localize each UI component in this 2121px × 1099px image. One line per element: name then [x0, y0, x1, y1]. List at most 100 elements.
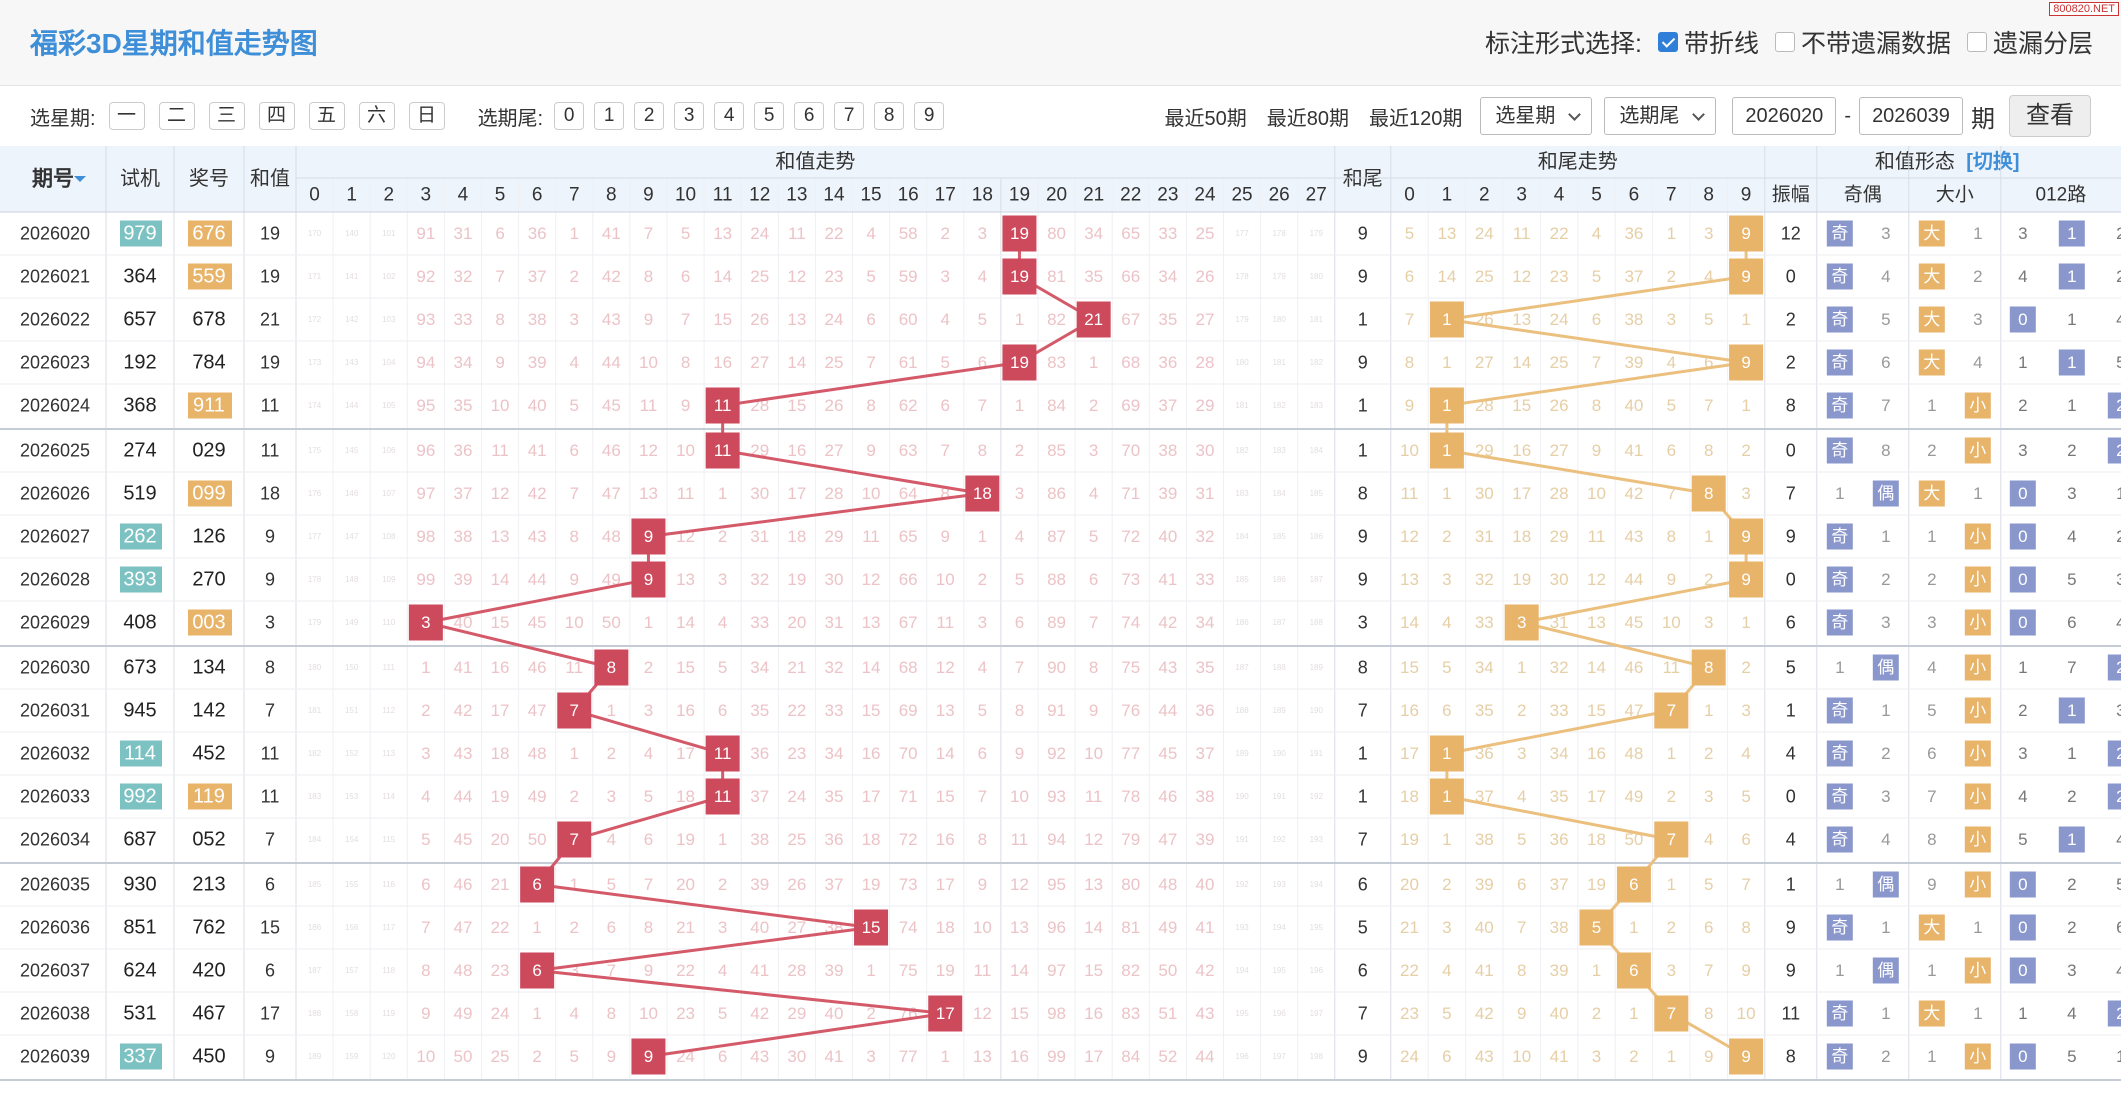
tail-select[interactable]: 选期尾 [1604, 97, 1717, 135]
tail-button[interactable]: 4 [714, 102, 745, 130]
view-button[interactable]: 查看 [2009, 95, 2091, 137]
omit-cell: 23 [676, 1004, 695, 1023]
omit-cell: 98 [416, 527, 435, 546]
weekday-button[interactable]: 五 [308, 102, 345, 130]
omit-cell: 196 [1235, 1052, 1249, 1061]
tail-button[interactable]: 6 [794, 102, 825, 130]
prize-cell: 052 [192, 829, 225, 851]
tail-button[interactable]: 9 [914, 102, 945, 130]
small-value: 小 [1969, 744, 1986, 763]
omit-cell: 197 [1272, 1052, 1286, 1061]
omit-cell: 181 [1272, 358, 1286, 367]
sum-cell: 9 [265, 570, 275, 590]
omit-cell: 11 [565, 658, 583, 677]
omit-cell: 25 [1195, 224, 1214, 243]
omit-cell: 26 [787, 875, 806, 894]
omit-cell: 196 [1310, 966, 1324, 975]
omit-cell: 35 [1195, 658, 1214, 677]
omit-cell: 3 [644, 701, 653, 720]
omission-layer-checkbox[interactable] [1966, 32, 1987, 52]
odd-badge [1826, 263, 1853, 290]
tail-omit-cell: 5 [1667, 396, 1676, 415]
recent-120-link[interactable]: 最近120期 [1368, 107, 1463, 130]
small-value: 小 [1969, 875, 1986, 894]
tail-omit-cell: 10 [1512, 1047, 1531, 1066]
omit-cell: 33 [1158, 224, 1177, 243]
tail-omit-cell: 22 [1550, 224, 1569, 243]
mod3-value: 2 [2116, 1004, 2121, 1023]
mod3-value: 0 [2018, 1047, 2027, 1066]
tail-button[interactable]: 3 [674, 102, 705, 130]
tail-cell: 8 [1358, 658, 1368, 678]
omit-cell: 29 [750, 441, 769, 460]
weekday-button[interactable]: 日 [408, 102, 445, 130]
amp-cell: 7 [1786, 484, 1796, 504]
small-value: 小 [1969, 441, 1986, 460]
omission-layer-option-label[interactable]: 遗漏分层 [1992, 30, 2093, 58]
tail-omit-cell: 12 [1512, 267, 1531, 286]
mod3-value: 1 [2067, 830, 2076, 849]
tail-omit-cell: 7 [1704, 396, 1713, 415]
tail-button[interactable]: 5 [754, 102, 785, 130]
odd-badge [1826, 437, 1853, 464]
omit-cell: 6 [866, 310, 875, 329]
weekday-button[interactable]: 三 [208, 102, 245, 130]
tail-button[interactable]: 0 [554, 102, 585, 130]
omit-cell: 18 [936, 918, 955, 937]
switch-link[interactable]: [切换] [1966, 149, 2019, 173]
omit-cell: 43 [453, 744, 472, 763]
prize-cell: 213 [192, 874, 225, 896]
even-badge [1872, 480, 1899, 507]
page-title: 福彩3D星期和值走势图 [30, 28, 318, 59]
no-omission-checkbox[interactable] [1774, 32, 1795, 52]
mod3-omit: 2 [2116, 527, 2121, 546]
odd-value: 奇 [1831, 441, 1848, 460]
omit-cell: 1 [570, 744, 579, 763]
prize-cell: 911 [193, 395, 225, 417]
issue-to-input[interactable]: 2026039 [1859, 97, 1963, 135]
omit-cell: 175 [308, 446, 322, 455]
mod3-omit: 4 [2067, 1004, 2076, 1023]
amp-cell: 4 [1786, 830, 1796, 850]
recent-80-link[interactable]: 最近80期 [1266, 107, 1349, 130]
omit-cell: 35 [453, 396, 472, 415]
small-value: 小 [1969, 658, 1986, 677]
omit-cell: 30 [1195, 441, 1214, 460]
omit-cell: 81 [1121, 918, 1140, 937]
mod3-value: 1 [2067, 267, 2076, 286]
omit-cell: 32 [453, 267, 472, 286]
prize-cell: 099 [192, 483, 225, 505]
weekday-button[interactable]: 一 [108, 102, 145, 130]
weekday-button[interactable]: 六 [358, 102, 395, 130]
omit-cell: 12 [639, 441, 658, 460]
weekday-button[interactable]: 四 [258, 102, 295, 130]
omit-cell: 148 [345, 575, 359, 584]
weekday-select[interactable]: 选星期 [1480, 97, 1593, 135]
omit-cell: 76 [1121, 701, 1140, 720]
omit-cell: 68 [899, 658, 918, 677]
odd-value: 奇 [1831, 353, 1848, 372]
omit-cell: 68 [1121, 353, 1140, 372]
even-omit: 1 [1881, 918, 1890, 937]
issue-from-input[interactable]: 2026020 [1732, 97, 1837, 135]
big-value: 大 [1923, 1004, 1940, 1023]
big-small-header: 大小 [1936, 184, 1974, 206]
polyline-checkbox[interactable] [1657, 32, 1678, 52]
big-badge [1918, 349, 1945, 376]
odd-value: 奇 [1831, 570, 1848, 589]
omit-cell: 36 [750, 744, 769, 763]
tail-button[interactable]: 1 [594, 102, 625, 130]
tail-button[interactable]: 8 [874, 102, 905, 130]
omit-cell: 184 [1310, 446, 1324, 455]
omit-cell: 14 [862, 658, 881, 677]
recent-50-link[interactable]: 最近50期 [1164, 107, 1247, 130]
polyline-option-label[interactable]: 带折线 [1683, 30, 1759, 58]
tail-button[interactable]: 2 [634, 102, 665, 130]
weekday-button[interactable]: 二 [158, 102, 195, 130]
tail-button[interactable]: 7 [834, 102, 865, 130]
prize-cell: 003 [192, 612, 225, 634]
no-omission-option-label[interactable]: 不带遗漏数据 [1800, 30, 1951, 58]
tail-cell: 9 [1358, 224, 1368, 244]
omit-cell: 21 [787, 658, 806, 677]
omit-cell: 99 [1047, 1047, 1066, 1066]
